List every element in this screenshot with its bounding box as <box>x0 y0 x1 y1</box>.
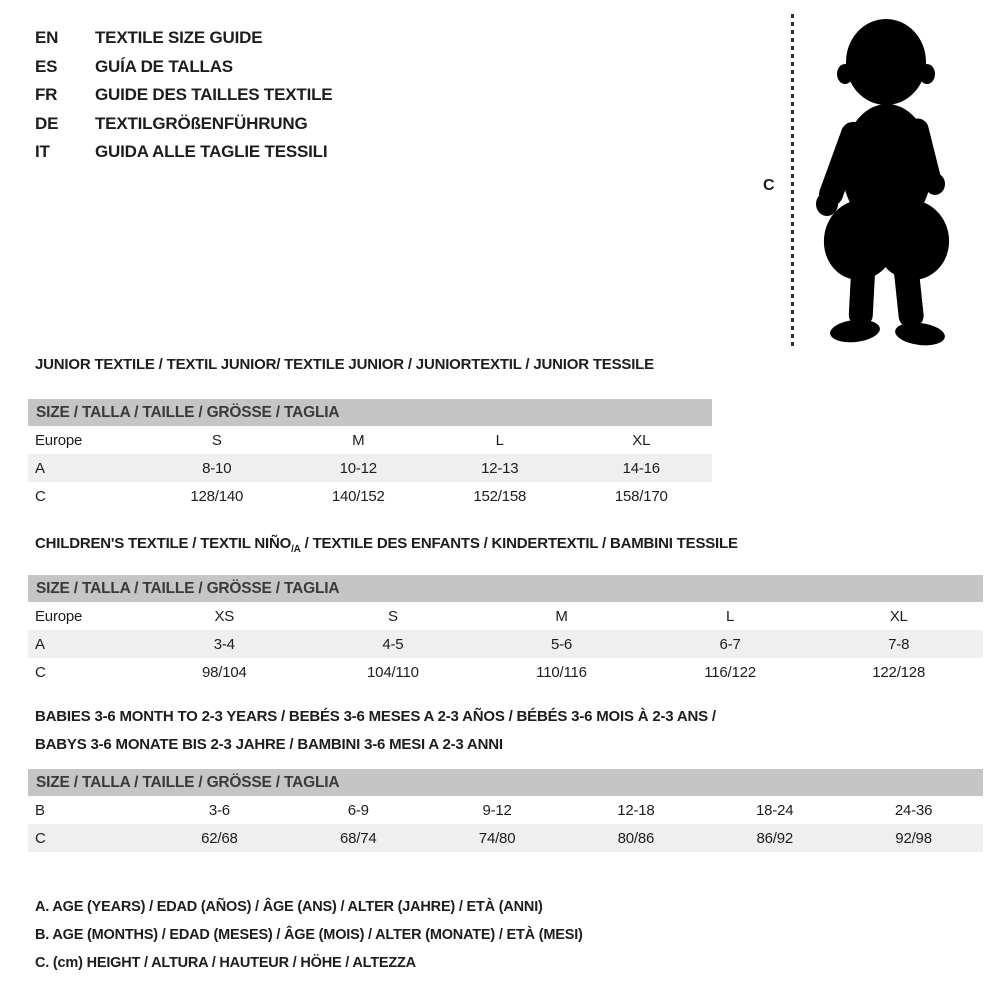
height-cell: 80/86 <box>566 824 706 852</box>
language-title: TEXTILGRÖßENFÜHRUNG <box>95 113 308 133</box>
age-cell: 12-13 <box>429 454 571 482</box>
footnote-c: C. (cm) HEIGHT / ALTURA / HAUTEUR / HÖHE… <box>35 955 416 971</box>
age-cell: 6-7 <box>645 630 815 658</box>
row-label: C <box>28 824 150 852</box>
language-code: ES <box>35 56 58 76</box>
age-cell: 8-10 <box>146 454 288 482</box>
size-cell: XL <box>889 607 908 625</box>
title-sub: /A <box>291 544 301 555</box>
table-row: C 128/140 140/152 152/158 158/170 <box>28 482 712 510</box>
row-label: A <box>28 630 140 658</box>
row-label: A <box>28 454 146 482</box>
language-title: TEXTILE SIZE GUIDE <box>95 28 263 48</box>
junior-size-table: Europe S M L XL A 8-10 10-12 12-13 14-16… <box>28 426 712 510</box>
legend-footnotes: A. AGE (YEARS) / EDAD (AÑOS) / ÂGE (ANS)… <box>28 893 583 977</box>
size-cell: M <box>352 431 365 449</box>
size-cell: XL <box>632 431 651 449</box>
toddler-silhouette-icon <box>816 19 950 346</box>
height-cell: 110/116 <box>536 663 587 681</box>
height-cell: 92/98 <box>844 824 983 852</box>
row-label: C <box>35 487 46 505</box>
language-title: GUIDA ALLE TAGLIE TESSILI <box>95 142 328 162</box>
size-cell: M <box>555 607 568 625</box>
title-part1: CHILDREN'S TEXTILE / TEXTIL NIÑO <box>35 535 292 552</box>
height-cell: 158/170 <box>614 487 668 505</box>
footnote-b: B. AGE (MONTHS) / EDAD (MESES) / ÂGE (MO… <box>35 927 583 943</box>
language-code: IT <box>35 142 50 162</box>
age-cell: 3-6 <box>208 801 230 819</box>
height-cell: 104/110 <box>367 663 419 681</box>
age-cell: 18-24 <box>756 801 794 819</box>
babies-size-table: B 3-6 6-9 9-12 12-18 18-24 24-36 C 62/68… <box>28 796 983 852</box>
childrens-table-title: CHILDREN'S TEXTILE / TEXTIL NIÑO/A / TEX… <box>28 535 983 555</box>
language-row-fr: FR GUIDE DES TAILLES TEXTILE <box>35 81 333 110</box>
babies-size-header: SIZE / TALLA / TAILLE / GRÖSSE / TAGLIA <box>28 769 983 796</box>
language-code: FR <box>35 85 58 105</box>
language-title: GUÍA DE TALLAS <box>95 56 233 76</box>
age-cell: 7-8 <box>814 630 983 658</box>
row-label: C <box>35 663 46 681</box>
babies-textile-section: BABIES 3-6 MONTH TO 2-3 YEARS / BEBÉS 3-… <box>28 703 983 852</box>
height-cell: 140/152 <box>331 487 385 505</box>
language-title: GUIDE DES TAILLES TEXTILE <box>95 85 333 105</box>
height-cell: 86/92 <box>705 824 845 852</box>
height-cell: 62/68 <box>150 824 289 852</box>
babies-table-title-line1: BABIES 3-6 MONTH TO 2-3 YEARS / BEBÉS 3-… <box>35 708 716 725</box>
row-label: Europe <box>35 431 83 449</box>
language-row-it: IT GUIDA ALLE TAGLIE TESSILI <box>35 138 332 167</box>
size-cell: L <box>726 607 735 625</box>
table-row: C 62/68 68/74 74/80 80/86 86/92 92/98 <box>28 824 983 852</box>
height-cell: 128/140 <box>190 487 244 505</box>
age-cell: 5-6 <box>477 630 646 658</box>
age-cell: 10-12 <box>287 454 429 482</box>
age-cell: 9-12 <box>482 801 512 819</box>
age-cell: 14-16 <box>570 454 712 482</box>
language-row-es: ES GUÍA DE TALLAS <box>35 53 332 82</box>
age-cell: 24-36 <box>894 801 933 819</box>
language-row-en: EN TEXTILE SIZE GUIDE <box>35 24 332 53</box>
height-cell: 122/128 <box>872 663 926 681</box>
age-cell: 3-4 <box>140 630 309 658</box>
junior-textile-section: JUNIOR TEXTILE / TEXTIL JUNIOR/ TEXTILE … <box>28 356 712 510</box>
childrens-size-table: Europe XS S M L XL A 3-4 4-5 5-6 6-7 7-8… <box>28 602 983 686</box>
footnote-a: A. AGE (YEARS) / EDAD (AÑOS) / ÂGE (ANS)… <box>35 899 543 915</box>
language-title-list: EN TEXTILE SIZE GUIDE ES GUÍA DE TALLAS … <box>35 24 333 167</box>
language-code: EN <box>35 28 59 48</box>
size-cell: S <box>211 431 222 449</box>
height-dotted-line <box>791 14 794 347</box>
row-label: B <box>35 801 45 819</box>
size-cell: XS <box>214 607 235 625</box>
table-row: C 98/104 104/110 110/116 116/122 122/128 <box>28 658 983 686</box>
table-row: Europe XS S M L XL <box>28 602 983 630</box>
size-cell: L <box>495 431 504 449</box>
table-row: B 3-6 6-9 9-12 12-18 18-24 24-36 <box>28 796 983 824</box>
height-cell: 68/74 <box>288 824 428 852</box>
language-code: DE <box>35 113 59 133</box>
row-label: Europe <box>35 607 83 625</box>
babies-table-title-line2: BABYS 3-6 MONATE BIS 2-3 JAHRE / BAMBINI… <box>35 736 503 753</box>
table-row: A 8-10 10-12 12-13 14-16 <box>28 454 712 482</box>
height-cell: 152/158 <box>473 487 527 505</box>
language-row-de: DE TEXTILGRÖßENFÜHRUNG <box>35 110 332 139</box>
table-row: Europe S M L XL <box>28 426 712 454</box>
childrens-size-header: SIZE / TALLA / TAILLE / GRÖSSE / TAGLIA <box>28 575 983 602</box>
childrens-textile-section: CHILDREN'S TEXTILE / TEXTIL NIÑO/A / TEX… <box>28 535 983 686</box>
height-cell: 116/122 <box>704 663 756 681</box>
height-cell: 74/80 <box>427 824 567 852</box>
height-measure-label: C <box>763 177 775 194</box>
age-cell: 4-5 <box>308 630 478 658</box>
junior-table-title: JUNIOR TEXTILE / TEXTIL JUNIOR/ TEXTILE … <box>35 356 654 373</box>
junior-size-header: SIZE / TALLA / TAILLE / GRÖSSE / TAGLIA <box>28 399 712 426</box>
height-cell: 98/104 <box>201 663 247 681</box>
title-part2: / TEXTILE DES ENFANTS / KINDERTEXTIL / B… <box>300 535 738 552</box>
age-cell: 12-18 <box>617 801 655 819</box>
age-cell: 6-9 <box>347 801 369 819</box>
table-row: A 3-4 4-5 5-6 6-7 7-8 <box>28 630 983 658</box>
size-cell: S <box>387 607 398 625</box>
